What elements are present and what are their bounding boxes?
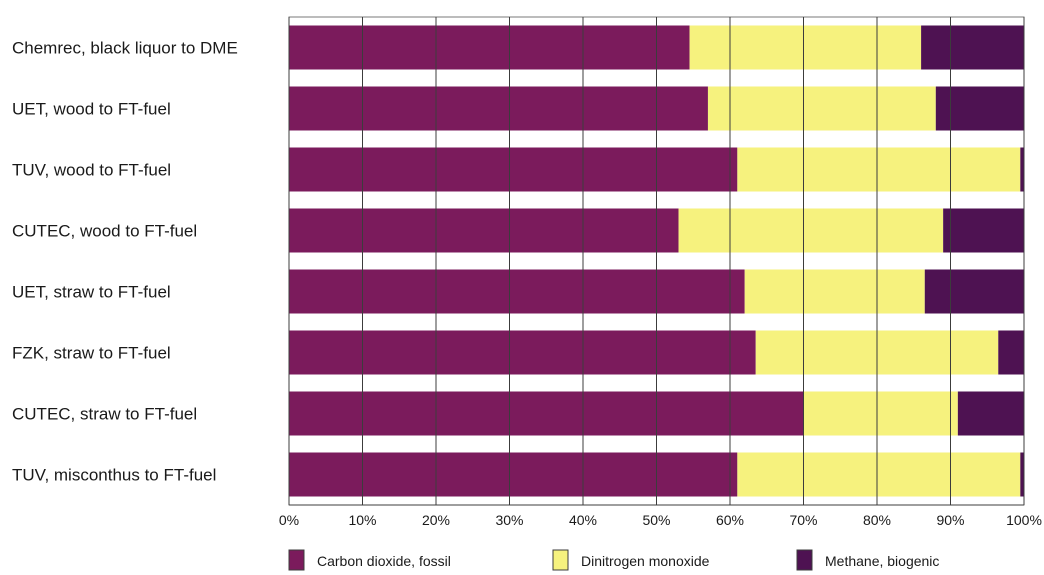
bar-segment-1-row-6 (289, 330, 756, 375)
x-tick-label: 10% (348, 512, 376, 528)
x-tick-label: 50% (642, 512, 670, 528)
bar-segment-3-row-2 (935, 86, 1024, 131)
category-labels: Chemrec, black liquor to DME UET, wood to… (12, 39, 238, 485)
bar-segment-2-row-2 (707, 86, 936, 131)
bar-segment-2-row-8 (737, 452, 1021, 497)
bar-segment-1-row-2 (289, 86, 708, 131)
x-tick-label: 70% (789, 512, 817, 528)
bar-segment-2-row-7 (803, 391, 958, 436)
bar-segment-2-row-4 (678, 208, 944, 253)
category-label: UET, wood to FT-fuel (12, 100, 171, 119)
gridlines (288, 17, 1025, 506)
x-tick-label: 0% (279, 512, 299, 528)
category-label: FZK, straw to FT-fuel (12, 344, 171, 363)
x-tick-label: 20% (422, 512, 450, 528)
bar-segment-3-row-1 (921, 25, 1024, 70)
bar-segment-3-row-8 (1020, 452, 1024, 497)
x-tick-label: 80% (863, 512, 891, 528)
bar-segment-3-row-4 (943, 208, 1024, 253)
bar-segment-3-row-5 (924, 269, 1024, 314)
bar-segment-1-row-5 (289, 269, 745, 314)
bar-segment-1-row-3 (289, 147, 738, 192)
x-tick-label: 100% (1006, 512, 1042, 528)
category-label: TUV, wood to FT-fuel (12, 161, 171, 180)
bar-segment-1-row-1 (289, 25, 690, 70)
legend-label: Dinitrogen monoxide (581, 553, 710, 569)
x-tick-label: 60% (716, 512, 744, 528)
bar-segment-1-row-4 (289, 208, 679, 253)
x-tick-label: 40% (569, 512, 597, 528)
bar-segment-1-row-8 (289, 452, 738, 497)
bar-segment-2-row-1 (689, 25, 922, 70)
legend-label: Methane, biogenic (825, 553, 939, 569)
bar-segment-3-row-6 (998, 330, 1024, 375)
bar-segment-2-row-5 (744, 269, 925, 314)
bar-segment-3-row-7 (957, 391, 1024, 436)
legend-swatch (796, 549, 813, 571)
legend-swatch (552, 549, 569, 571)
x-tick-label: 90% (936, 512, 964, 528)
category-label: UET, straw to FT-fuel (12, 283, 171, 302)
legend: Carbon dioxide, fossil Dinitrogen monoxid… (288, 549, 939, 571)
category-label: CUTEC, wood to FT-fuel (12, 222, 197, 241)
bar-segment-3-row-3 (1020, 147, 1024, 192)
bar-segment-1-row-7 (289, 391, 804, 436)
bar-segment-2-row-3 (737, 147, 1021, 192)
legend-swatch (288, 549, 305, 571)
bars-group (289, 25, 1024, 497)
legend-label: Carbon dioxide, fossil (317, 553, 451, 569)
x-tick-label: 30% (495, 512, 523, 528)
category-label: TUV, misconthus to FT-fuel (12, 466, 216, 485)
category-label: CUTEC, straw to FT-fuel (12, 405, 197, 424)
x-tick-labels: 0% 10% 20% 30% 40% 50% 60% 70% 80% 90% 100% (279, 512, 1042, 528)
category-label: Chemrec, black liquor to DME (12, 39, 238, 58)
